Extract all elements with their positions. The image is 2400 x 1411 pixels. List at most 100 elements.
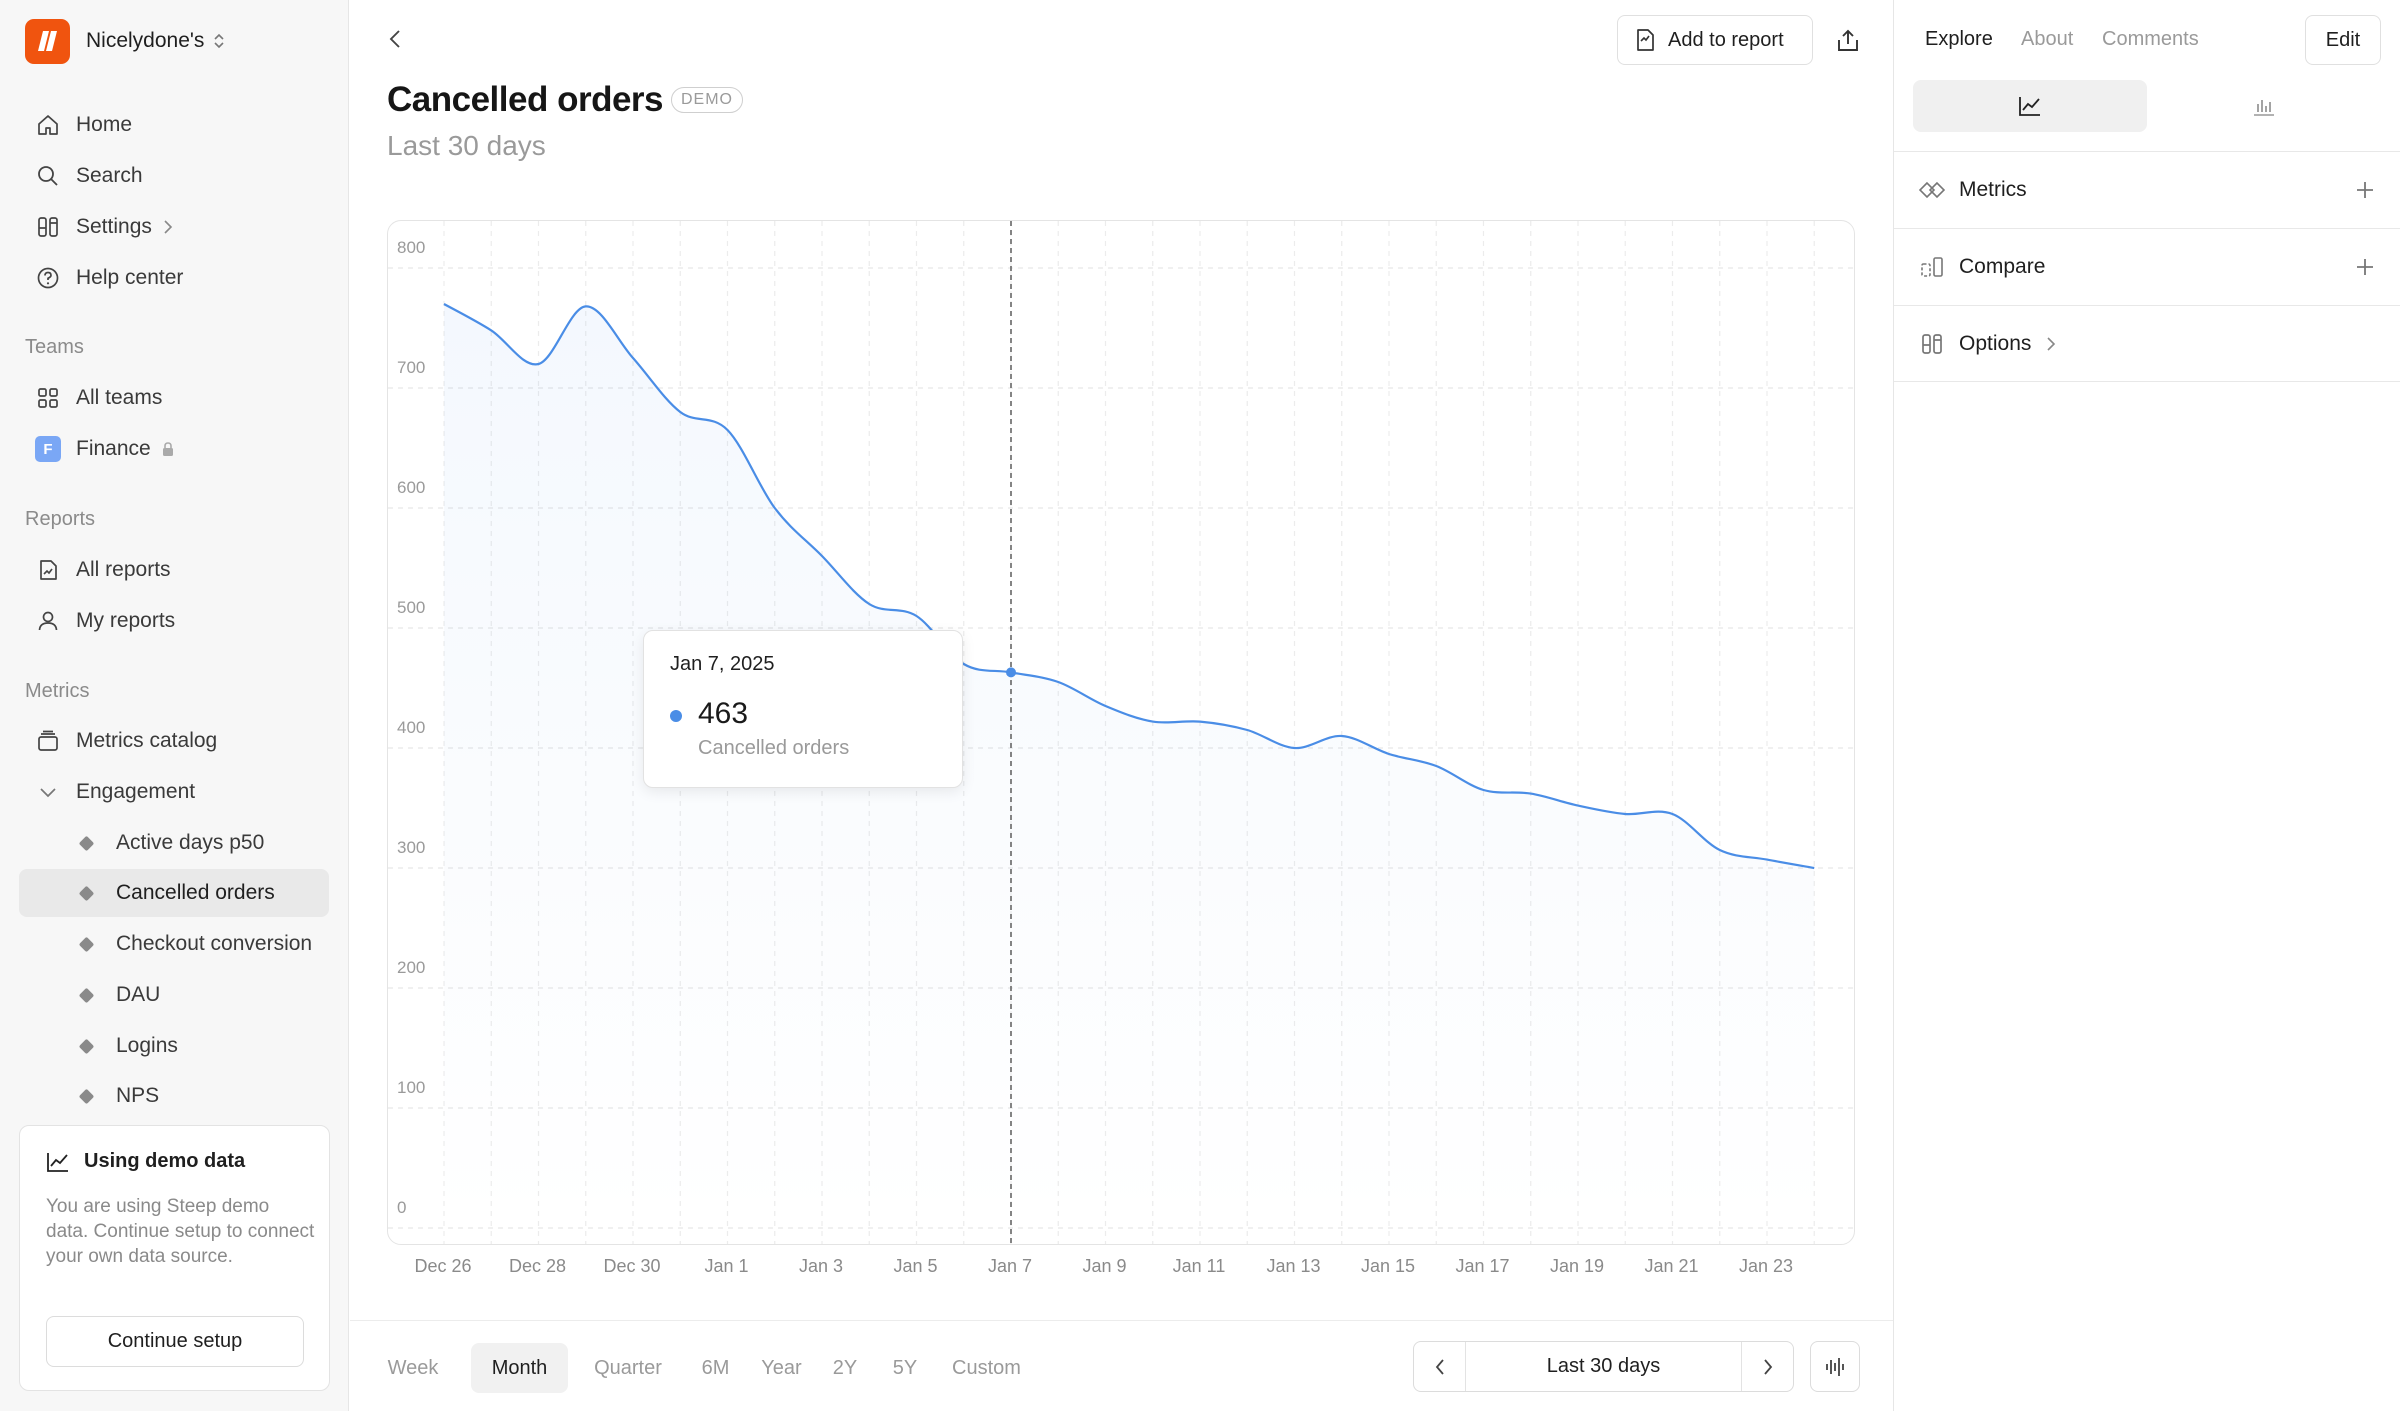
line-chart-view-button[interactable] — [1913, 80, 2147, 132]
range-week[interactable]: Week — [387, 1356, 439, 1379]
bar-chart-view-button[interactable] — [2147, 80, 2381, 132]
range-2y[interactable]: 2Y — [832, 1356, 858, 1379]
report-icon — [33, 555, 63, 585]
metric-diamond-icon — [78, 885, 95, 901]
nav-settings[interactable]: Settings — [19, 203, 329, 251]
add-compare-icon[interactable] — [2351, 253, 2379, 281]
metric-diamond-icon — [78, 835, 95, 851]
metric-diamond-icon — [78, 987, 95, 1003]
demo-card-body: You are using Steep demo data. Continue … — [46, 1196, 315, 1267]
tooltip-value: 463 — [698, 697, 749, 730]
range-quarter[interactable]: Quarter — [594, 1356, 662, 1379]
nav-team-finance[interactable]: F Finance — [19, 425, 329, 473]
nav-all-reports[interactable]: All reports — [19, 546, 329, 594]
back-button[interactable] — [380, 24, 410, 54]
x-tick-label: Jan 21 — [1644, 1256, 1699, 1276]
edit-button[interactable]: Edit — [2305, 15, 2381, 65]
chart-area[interactable]: 0 100 200 300 400 500 600 700 800 — [387, 220, 1855, 1245]
x-tick-label: Jan 17 — [1455, 1256, 1510, 1276]
compare-section-label: Compare — [1959, 255, 2046, 278]
y-tick-label: 300 — [397, 838, 426, 857]
nav-metrics-catalog[interactable]: Metrics catalog — [19, 717, 329, 765]
nav-metric-checkout-conversion[interactable]: Checkout conversion — [19, 920, 329, 968]
x-tick-label: Dec 26 — [414, 1256, 472, 1276]
line-chart — [388, 221, 1854, 1244]
home-icon — [33, 110, 63, 140]
continue-setup-button[interactable]: Continue setup — [46, 1316, 304, 1367]
tab-about[interactable]: About — [2021, 28, 2074, 50]
add-metric-icon[interactable] — [2351, 176, 2379, 204]
y-tick-label: 400 — [397, 718, 426, 737]
tab-explore[interactable]: Explore — [1925, 28, 1993, 50]
nav-help-center[interactable]: Help center — [19, 254, 329, 302]
chart-type-toggle — [1913, 80, 2381, 132]
range-custom[interactable]: Custom — [952, 1356, 1021, 1379]
nav-metric-cancelled-orders[interactable]: Cancelled orders — [19, 869, 329, 917]
nav-engagement-folder[interactable]: Engagement — [19, 768, 329, 816]
next-period-button[interactable] — [1741, 1342, 1793, 1391]
demo-card-title: Using demo data — [84, 1150, 246, 1172]
page-subtitle: Last 30 days — [387, 130, 546, 161]
compare-section[interactable]: Compare — [1894, 228, 2400, 305]
range-5y[interactable]: 5Y — [892, 1356, 918, 1379]
y-tick-label: 600 — [397, 478, 426, 497]
nav-metric-logins[interactable]: Logins — [19, 1022, 329, 1070]
y-tick-label: 800 — [397, 238, 426, 257]
x-tick-label: Jan 19 — [1549, 1256, 1605, 1276]
metrics-section-label: Metrics — [1959, 178, 2027, 201]
help-icon — [33, 263, 63, 293]
series-line — [443, 303, 1815, 870]
chevron-left-icon — [389, 30, 400, 48]
add-to-report-button[interactable]: Add to report — [1617, 15, 1813, 65]
highlight-point — [1006, 667, 1016, 678]
grid-icon — [33, 383, 63, 413]
period-label[interactable]: Last 30 days — [1546, 1355, 1661, 1377]
metrics-section[interactable]: Metrics — [1894, 151, 2400, 228]
section-title-metrics: Metrics — [25, 680, 90, 702]
share-button[interactable] — [1831, 24, 1865, 58]
granularity-button[interactable] — [1810, 1341, 1860, 1392]
nav-home[interactable]: Home — [19, 101, 329, 149]
nav-help-label: Help center — [76, 266, 184, 289]
previous-period-button[interactable] — [1414, 1342, 1466, 1391]
workspace-switcher[interactable]: Nicelydone's — [25, 18, 226, 64]
x-tick-label: Jan 9 — [1082, 1256, 1127, 1276]
section-title-teams: Teams — [25, 336, 84, 358]
metric-label: Cancelled orders — [116, 881, 275, 904]
chevron-down-icon — [33, 777, 63, 807]
nav-all-reports-label: All reports — [76, 558, 171, 581]
nav-metric-dau[interactable]: DAU — [19, 971, 329, 1019]
options-section[interactable]: Options — [1894, 305, 2400, 382]
x-tick-label: Jan 1 — [704, 1256, 749, 1276]
title-row: Cancelled orders DEMO — [387, 80, 743, 120]
range-6m[interactable]: 6M — [701, 1356, 730, 1379]
nav-home-label: Home — [76, 113, 133, 136]
metric-label: NPS — [116, 1084, 160, 1107]
tab-comments[interactable]: Comments — [2102, 28, 2199, 50]
metric-diamond-icon — [78, 1088, 95, 1104]
page-title: Cancelled orders — [387, 80, 664, 119]
nav-settings-label: Settings — [76, 215, 152, 238]
nav-all-teams[interactable]: All teams — [19, 374, 329, 422]
add-to-report-label: Add to report — [1668, 28, 1784, 51]
chevron-left-icon — [1435, 1358, 1444, 1375]
nav-my-reports-label: My reports — [76, 609, 176, 632]
options-section-label: Options — [1959, 331, 2032, 355]
metric-label: DAU — [116, 983, 161, 1006]
x-tick-label: Dec 30 — [603, 1256, 661, 1276]
x-tick-label: Jan 23 — [1738, 1256, 1794, 1276]
nav-my-reports[interactable]: My reports — [19, 597, 329, 645]
sliders-icon — [33, 212, 63, 242]
nav-search[interactable]: Search — [19, 152, 329, 200]
workspace-logo — [25, 18, 70, 64]
y-tick-label: 100 — [397, 1078, 426, 1097]
metric-label: Logins — [116, 1034, 178, 1057]
metric-diamond-icon — [78, 936, 95, 952]
nav-metric-active-days-p50[interactable]: Active days p50 — [19, 819, 329, 867]
nav-metric-nps[interactable]: NPS — [19, 1072, 329, 1120]
x-tick-label: Jan 11 — [1172, 1256, 1226, 1276]
x-tick-label: Jan 15 — [1360, 1256, 1416, 1276]
x-tick-label: Jan 5 — [893, 1256, 938, 1276]
range-year[interactable]: Year — [761, 1356, 802, 1379]
range-month[interactable]: Month — [471, 1343, 568, 1393]
